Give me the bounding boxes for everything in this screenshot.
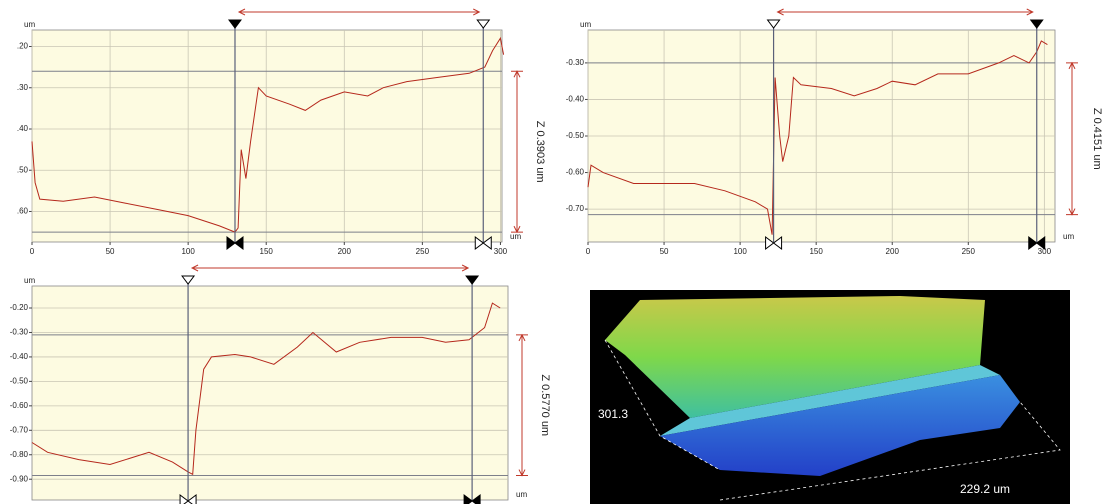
y-tick-label: -0.70 <box>10 425 29 434</box>
y-tick-label: .20 <box>17 42 29 51</box>
y-tick-label: -0.90 <box>10 474 29 483</box>
x-unit: um <box>516 490 527 499</box>
x-tick-label: 150 <box>260 247 274 256</box>
profile-line <box>587 40 1048 235</box>
plot-area <box>31 29 503 243</box>
arrow-head <box>237 8 481 16</box>
cursor-foot <box>765 236 783 250</box>
box-edge <box>604 339 721 471</box>
z-annotation: Z 0.5770 um <box>539 374 551 436</box>
y-tick-label: -0.60 <box>10 401 29 410</box>
z-arrow-head <box>1066 61 1078 216</box>
y-tick-label: -0.30 <box>10 328 29 337</box>
box-edge <box>719 401 1061 501</box>
arrow-head <box>190 264 470 272</box>
y-tick-label: -0.60 <box>566 168 585 177</box>
y-tick-label: -0.50 <box>10 376 29 385</box>
plot-area <box>31 285 509 501</box>
x-tick-label: 200 <box>338 247 352 256</box>
x-tick-label: 0 <box>586 247 591 256</box>
y-tick-label: .40 <box>17 124 29 133</box>
y-tick-label: .60 <box>17 207 29 216</box>
step-edge <box>660 365 1000 436</box>
y-tick-label: -0.20 <box>10 303 29 312</box>
cursor-marker <box>227 19 242 29</box>
cursor-marker <box>766 19 781 29</box>
x-tick-label: 50 <box>106 247 115 256</box>
cursor-foot <box>179 494 197 504</box>
profile-line <box>31 36 505 233</box>
y-tick-label: -0.80 <box>10 450 29 459</box>
cursor-marker <box>465 275 480 285</box>
x-tick-label: 250 <box>416 247 430 256</box>
width-label: 229.2 um <box>960 482 1010 496</box>
profile-chart: -0.20 -0.30 -0.40 -0.50 -0.60 -0.70 -0.80 -0.90… <box>10 264 551 504</box>
x-tick-label: 100 <box>733 247 747 256</box>
x-tick-label: 50 <box>660 247 669 256</box>
y-unit: um <box>580 20 591 29</box>
profile-chart: -0.30 -0.40 -0.50 -0.60 -0.70 0 50 100 150 200 250… <box>566 8 1103 256</box>
z-arrow-head <box>516 333 528 477</box>
z-arrow-head <box>511 70 523 234</box>
x-tick-label: 0 <box>30 247 35 256</box>
cursor-foot <box>1028 236 1046 250</box>
y-tick-label: -0.40 <box>10 352 29 361</box>
x-tick-label: 100 <box>181 247 195 256</box>
x-tick-label: 150 <box>809 247 823 256</box>
z-annotation: Z 0.3903 um <box>534 121 546 183</box>
cursor-marker <box>476 19 491 29</box>
y-tick-label: -0.40 <box>566 95 585 104</box>
y-tick-label: -0.70 <box>566 204 585 213</box>
y-unit: um <box>24 276 35 285</box>
y-unit: um <box>24 20 35 29</box>
x-tick-label: 200 <box>886 247 900 256</box>
lower-surface <box>660 375 1020 476</box>
profile-line <box>31 302 501 476</box>
cursor-foot <box>474 236 492 250</box>
y-tick-label: .30 <box>17 83 29 92</box>
upper-surface <box>605 296 985 418</box>
surface-view: 301.3 229.2 um <box>590 290 1070 504</box>
x-unit: um <box>1063 232 1074 241</box>
y-tick-label: .50 <box>17 165 29 174</box>
x-tick-label: 300 <box>494 247 508 256</box>
cursor-foot <box>463 494 481 504</box>
cursor-marker <box>181 275 196 285</box>
y-tick-label: -0.30 <box>566 58 585 67</box>
y-tick-label: -0.50 <box>566 131 585 140</box>
arrow-head <box>776 8 1034 16</box>
x-unit: um <box>510 232 521 241</box>
x-tick-label: 250 <box>962 247 976 256</box>
x-tick-label: 300 <box>1038 247 1052 256</box>
z-annotation: Z 0.4151 um <box>1091 108 1103 170</box>
cursor-foot <box>226 236 244 250</box>
cursor-marker <box>1029 19 1044 29</box>
depth-label: 301.3 <box>598 407 628 421</box>
